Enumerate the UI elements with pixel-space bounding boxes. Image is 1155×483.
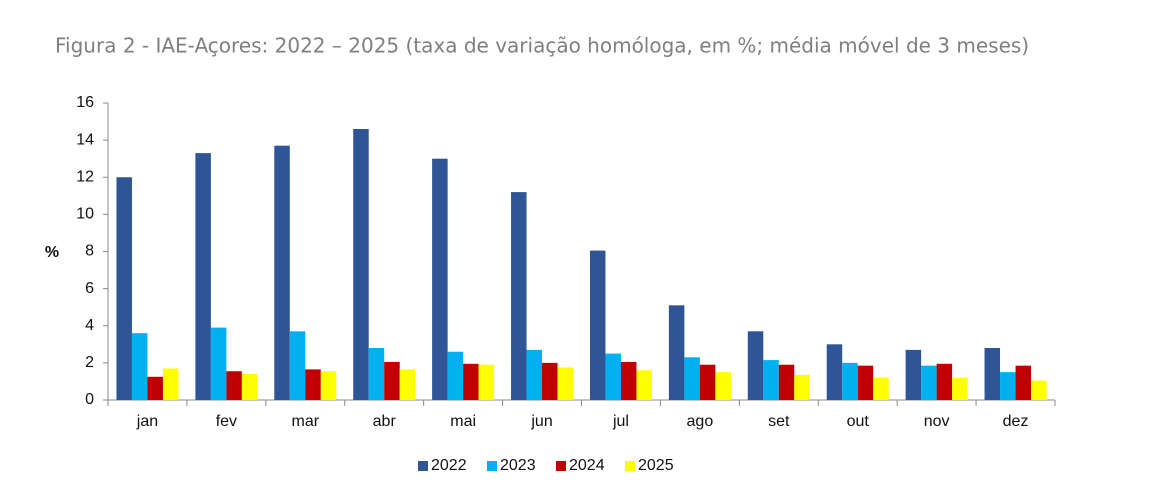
bar [305, 369, 321, 400]
y-tick-label: 0 [85, 391, 94, 408]
x-tick-label: abr [373, 413, 397, 430]
bar [210, 327, 227, 400]
legend-swatch [556, 461, 566, 471]
bar [1000, 372, 1016, 400]
bar [557, 367, 574, 400]
bar [636, 370, 652, 400]
bar [715, 372, 731, 400]
y-tick-label: 2 [85, 354, 94, 371]
bar [463, 363, 479, 400]
bar [699, 364, 716, 400]
bar [320, 371, 337, 400]
y-tick-label: 8 [85, 243, 94, 260]
bar [195, 153, 211, 400]
x-tick-label: ago [687, 413, 714, 430]
bar [226, 371, 242, 400]
x-tick-label: jul [612, 413, 629, 430]
bar [794, 374, 810, 400]
bar [368, 348, 385, 400]
legend-label: 2025 [638, 457, 674, 474]
bar [763, 360, 779, 400]
bar [526, 349, 543, 400]
bar [353, 128, 369, 401]
y-tick-label: 12 [76, 168, 94, 185]
legend-label: 2023 [500, 457, 536, 474]
x-tick-label: dez [1003, 413, 1029, 430]
legend-label: 2022 [431, 457, 467, 474]
bar [162, 368, 179, 400]
bar [778, 364, 795, 400]
legend-swatch [625, 461, 635, 471]
bar [478, 364, 495, 400]
bar [1031, 380, 1047, 400]
bar [605, 353, 621, 400]
y-tick-label: 16 [76, 94, 94, 111]
bar [952, 377, 968, 400]
bar [131, 333, 148, 400]
bar [684, 357, 700, 400]
y-tick-label: 14 [76, 131, 94, 148]
bar [826, 344, 843, 400]
y-axis-label: % [45, 244, 59, 261]
y-tick-label: 6 [85, 280, 94, 297]
bar [842, 362, 858, 400]
bar [873, 377, 889, 400]
bar [116, 177, 132, 400]
legend-label: 2024 [569, 457, 605, 474]
bar [274, 145, 290, 400]
legend-swatch [487, 461, 497, 471]
bar [905, 349, 922, 400]
x-tick-label: mai [450, 413, 476, 430]
bar [399, 369, 416, 400]
bar [447, 351, 464, 400]
x-tick-label: fev [216, 413, 237, 430]
bar [589, 250, 606, 400]
bar [668, 305, 685, 400]
bar [384, 361, 400, 400]
bar [147, 376, 163, 400]
bar [921, 365, 937, 400]
x-tick-label: nov [924, 413, 950, 430]
bar [542, 362, 558, 400]
y-tick-label: 10 [76, 206, 94, 223]
x-tick-label: out [847, 413, 870, 430]
y-tick-label: 4 [85, 317, 94, 334]
x-tick-label: mar [292, 413, 320, 430]
bar [1015, 365, 1032, 400]
bar [620, 361, 637, 400]
bar [432, 158, 448, 400]
bar [747, 331, 764, 400]
x-tick-label: jun [530, 413, 552, 430]
bar [241, 374, 258, 400]
bar [936, 363, 953, 400]
bar [857, 365, 874, 400]
bar [289, 331, 306, 400]
x-tick-label: set [768, 413, 790, 430]
bar [984, 348, 1001, 400]
bar [511, 192, 527, 400]
x-tick-label: jan [136, 413, 158, 430]
legend-swatch [418, 461, 428, 471]
chart-title: Figura 2 - IAE-Açores: 2022 – 2025 (taxa… [55, 34, 1029, 58]
